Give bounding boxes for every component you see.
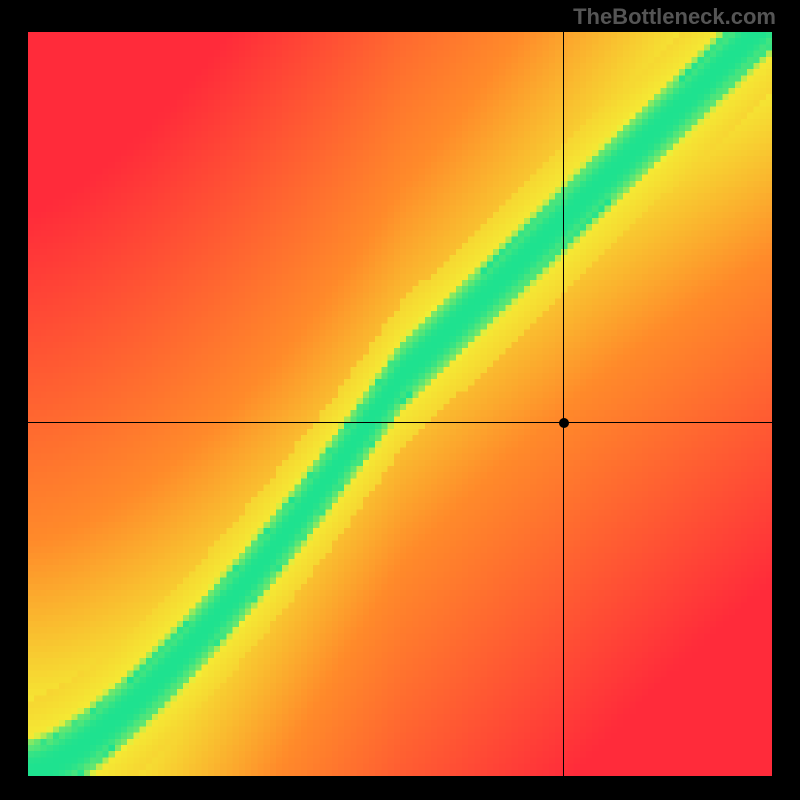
crosshair-vertical xyxy=(563,32,564,776)
crosshair-horizontal xyxy=(28,422,772,423)
heatmap-plot xyxy=(28,32,772,776)
crosshair-marker xyxy=(559,418,569,428)
heatmap-canvas xyxy=(28,32,772,776)
watermark-text: TheBottleneck.com xyxy=(573,4,776,30)
chart-container: TheBottleneck.com xyxy=(0,0,800,800)
